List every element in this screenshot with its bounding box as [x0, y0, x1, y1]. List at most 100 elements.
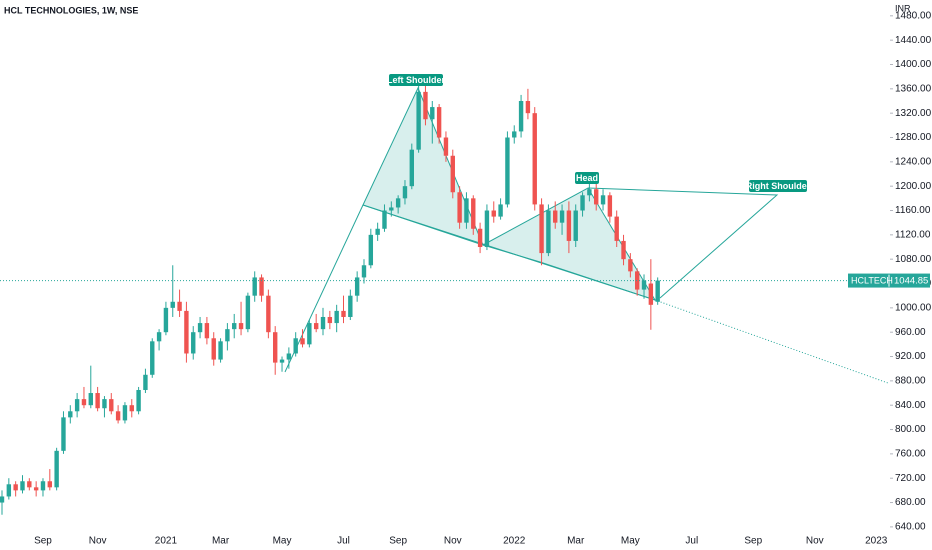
candle-body: [109, 399, 114, 412]
y-tick-label: 960.00: [895, 327, 926, 338]
label-box: [389, 74, 443, 86]
last-price-label: 1044.85: [894, 276, 928, 287]
candle-body: [156, 332, 162, 342]
candle-body: [115, 411, 121, 421]
candle-body: [88, 393, 93, 406]
candle-body: [293, 338, 298, 354]
candle-body: [327, 316, 333, 324]
candle-body: [47, 481, 53, 488]
y-tick-label: 1320.00: [895, 108, 932, 119]
y-tick-label: 840.00: [895, 400, 926, 411]
candle-body: [436, 107, 442, 138]
x-tick-label: Nov: [444, 536, 462, 547]
y-tick-label: 1280.00: [895, 132, 932, 143]
candle-body: [532, 113, 537, 205]
candle-body: [129, 405, 134, 412]
annotation: Head: [575, 172, 599, 184]
candle-body: [286, 353, 292, 360]
candle-body: [402, 186, 408, 199]
candle-body: [457, 192, 462, 223]
candle-body: [443, 137, 449, 156]
y-tick-label: 1360.00: [895, 83, 932, 94]
candle-body: [177, 301, 182, 311]
candle-body: [266, 295, 271, 333]
x-tick-label: Sep: [389, 536, 407, 547]
annotation: Right Shoulder: [746, 180, 811, 192]
currency-label: INR: [895, 3, 911, 13]
candle-body: [450, 155, 455, 193]
y-tick-label: 880.00: [895, 376, 926, 387]
y-tick-label: 640.00: [895, 522, 926, 533]
x-tick-label: Mar: [567, 536, 585, 547]
candle-body: [143, 374, 148, 390]
y-tick-label: 1000.00: [895, 302, 932, 313]
candle-body: [395, 198, 401, 208]
candle-body: [607, 195, 613, 217]
candle-body: [553, 210, 558, 223]
candle-body: [464, 198, 469, 223]
label-box: [749, 180, 807, 192]
pattern-line: [284, 204, 364, 373]
candle-body: [252, 277, 257, 296]
x-tick-label: May: [273, 536, 292, 547]
candle-body: [634, 271, 640, 290]
candle-body: [559, 210, 565, 223]
candle-body: [477, 228, 483, 248]
candle-body: [218, 341, 223, 360]
candle-body: [518, 100, 524, 132]
candle-body: [320, 316, 326, 330]
annotation-label: Right Shoulder: [746, 181, 811, 191]
candle-body: [13, 484, 18, 491]
x-tick-label: 2022: [503, 536, 526, 547]
x-tick-label: Jul: [685, 536, 698, 547]
candle-body: [648, 283, 654, 305]
candle-body: [600, 195, 606, 205]
candle-body: [416, 91, 421, 150]
candle-body: [505, 137, 510, 205]
y-tick-label: 1200.00: [895, 181, 932, 192]
candle-body: [279, 359, 285, 363]
candle-body: [74, 399, 80, 412]
candle-body: [375, 228, 380, 235]
symbol-label: HCLTECH: [851, 275, 893, 285]
annotation-label: Left Shoulder: [387, 75, 445, 85]
candle-body: [313, 323, 319, 330]
candle-body: [491, 210, 496, 217]
candle-body: [539, 204, 544, 254]
candle-body: [68, 411, 73, 418]
candle-body: [614, 216, 619, 241]
annotation-label: Head: [576, 173, 598, 183]
candle-body: [150, 341, 155, 375]
candle-body: [341, 310, 346, 317]
y-tick-label: 1480.00: [895, 10, 932, 21]
candle-body: [566, 210, 572, 241]
pattern: [284, 86, 889, 384]
y-tick-label: 1160.00: [895, 205, 931, 216]
candle-body: [81, 399, 87, 406]
candle-body: [368, 234, 374, 266]
candle-body: [54, 450, 59, 488]
candle-body: [163, 307, 169, 333]
candle-body: [300, 338, 305, 345]
x-tick-label: Sep: [34, 536, 52, 547]
x-tick-label: 2021: [155, 536, 178, 547]
y-tick-label: 720.00: [895, 473, 926, 484]
candle-body: [361, 265, 367, 278]
x-tick-label: Nov: [806, 536, 824, 547]
candle-body: [334, 310, 339, 324]
candle-body: [259, 277, 264, 296]
candle-body: [232, 323, 237, 330]
y-tick-label: 680.00: [895, 497, 926, 508]
x-tick-label: 2023: [865, 536, 888, 547]
y-tick-label: 1240.00: [895, 156, 932, 167]
x-tick-label: Sep: [744, 536, 762, 547]
candle-body: [389, 207, 394, 211]
y-tick-label: 1400.00: [895, 59, 932, 70]
candle-body: [211, 338, 216, 360]
candle-body: [245, 295, 251, 330]
y-tick-label: 1120.00: [895, 229, 931, 240]
candles: [0, 78, 890, 515]
candle-body: [546, 210, 551, 254]
candle-body: [430, 107, 435, 120]
candle-body: [580, 195, 585, 211]
